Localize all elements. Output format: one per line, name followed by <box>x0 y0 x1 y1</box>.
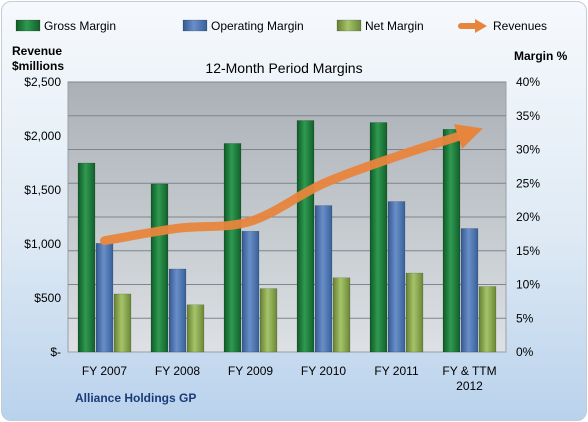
right-tick-label: 40% <box>516 75 540 89</box>
bar-net-margin <box>478 286 497 353</box>
bar-net-margin <box>259 288 278 353</box>
legend: Gross Margin Operating Margin Net Margin Re… <box>15 19 547 33</box>
bar-gross-margin <box>296 120 315 353</box>
revenues-line <box>100 131 463 246</box>
category-label: FY 2009 <box>228 364 273 378</box>
bar-operating-margin <box>241 230 260 353</box>
category-label: FY 2007 <box>82 364 127 378</box>
bar-net-margin <box>186 304 205 353</box>
bar-net-margin <box>332 277 351 353</box>
left-axis-title-line-1: Revenue <box>12 44 62 58</box>
legend-swatch-operating-margin <box>182 19 208 32</box>
right-tick-label: 25% <box>516 176 540 190</box>
bar-net-margin <box>405 272 424 353</box>
right-tick-label: 30% <box>516 143 540 157</box>
bar-operating-margin <box>460 228 479 353</box>
right-tick-label: 20% <box>516 210 540 224</box>
left-tick-label: $1,500 <box>24 183 61 197</box>
right-tick-label: 10% <box>516 278 540 292</box>
left-tick-label: $500 <box>34 291 61 305</box>
legend-label: Gross Margin <box>44 19 116 33</box>
left-axis-ticks: $- $500 $1,000 $1,500 $2,000 $2,500 <box>24 75 61 359</box>
left-tick-label: $- <box>50 345 61 359</box>
right-tick-label: 35% <box>516 109 540 123</box>
right-tick-label: 15% <box>516 244 540 258</box>
bar-operating-margin <box>314 205 333 353</box>
left-tick-label: $1,000 <box>24 237 61 251</box>
right-axis-title: Margin % <box>514 49 568 63</box>
category-label: FY 2010 <box>301 364 346 378</box>
right-tick-label: 0% <box>516 345 534 359</box>
category-label: FY 2011 <box>374 364 419 378</box>
legend-label: Net Margin <box>365 19 424 33</box>
legend-swatch-gross-margin <box>15 19 41 32</box>
bar-gross-margin <box>223 143 242 353</box>
legend-arrow-revenues <box>475 19 487 33</box>
legend-label: Revenues <box>493 19 547 33</box>
bar-net-margin <box>113 293 132 353</box>
bar-operating-margin <box>95 243 114 353</box>
left-tick-label: $2,000 <box>24 129 61 143</box>
legend-swatch-net-margin <box>336 19 362 32</box>
chart-title: 12-Month Period Margins <box>205 60 362 76</box>
category-axis-labels: FY 2007 FY 2008 FY 2009 FY 2010 FY 2011 FY & … <box>82 364 497 393</box>
revenue-line <box>100 124 483 246</box>
bar-operating-margin <box>387 201 406 353</box>
legend-label: Operating Margin <box>211 19 304 33</box>
bar-gross-margin <box>442 129 461 353</box>
category-label: FY & TTM <box>442 364 496 378</box>
company-name: Alliance Holdings GP <box>75 391 196 405</box>
right-tick-label: 5% <box>516 311 534 325</box>
category-label: FY 2008 <box>155 364 200 378</box>
bar-operating-margin <box>168 268 187 353</box>
bars <box>77 120 497 353</box>
category-label: 2012 <box>456 379 483 393</box>
bar-gross-margin <box>77 162 96 353</box>
bar-gross-margin <box>150 183 169 353</box>
left-axis-title-line-2: $millions <box>12 59 64 73</box>
bar-gross-margin <box>369 122 388 353</box>
revenues-arrowhead <box>454 124 483 149</box>
left-tick-label: $2,500 <box>24 75 61 89</box>
gridlines <box>68 81 506 319</box>
right-axis-ticks: 0% 5% 10% 15% 20% 25% 30% 35% 40% <box>516 75 540 359</box>
